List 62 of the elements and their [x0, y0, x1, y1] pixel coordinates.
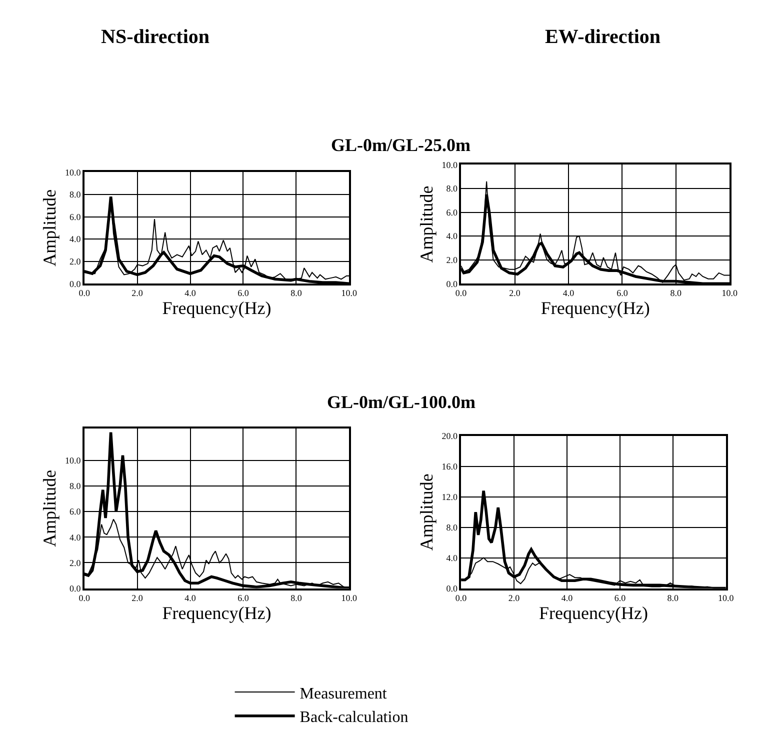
x-tick-label: 4.0 [561, 592, 574, 603]
x-tick-label: 6.0 [238, 592, 250, 603]
x-tick-label: 0.0 [78, 288, 90, 298]
y-tick-label: 12.0 [442, 492, 458, 502]
y-tick-label: 10.0 [65, 167, 82, 178]
y-tick-label: 8.0 [446, 184, 458, 194]
x-axis-title: Frequency(Hz) [162, 298, 272, 318]
x-tick-label: 6.0 [238, 288, 250, 298]
x-axis-title: Frequency(Hz) [539, 602, 648, 623]
y-tick-label: 4.0 [446, 552, 458, 563]
y-tick-label: 16.0 [442, 462, 458, 472]
legend-label: Back-calculation [300, 709, 408, 726]
y-tick-label: 6.0 [70, 212, 82, 222]
x-tick-label: 6.0 [616, 288, 628, 298]
y-tick-label: 6.0 [70, 506, 82, 517]
x-tick-label: 10.0 [341, 592, 358, 603]
x-tick-label: 10.0 [722, 288, 738, 298]
y-tick-label: 0.0 [70, 583, 82, 594]
x-tick-label: 8.0 [670, 288, 682, 298]
y-tick-label: 10.0 [442, 160, 458, 170]
y-axis-title: Amplitude [40, 470, 60, 547]
y-tick-label: 8.0 [70, 481, 82, 492]
y-tick-label: 4.0 [70, 234, 82, 244]
y-tick-label: 0.0 [70, 278, 82, 289]
x-tick-label: 0.0 [455, 288, 468, 298]
y-axis-title: Amplitude [40, 189, 60, 266]
y-tick-label: 0.0 [446, 278, 458, 289]
x-tick-label: 8.0 [667, 592, 680, 603]
x-tick-label: 4.0 [184, 288, 196, 298]
text: NS-direction [101, 26, 210, 48]
x-tick-label: 0.0 [455, 592, 468, 603]
y-tick-label: 2.0 [446, 254, 458, 265]
x-tick-label: 4.0 [562, 288, 575, 298]
x-axis-title: Frequency(Hz) [540, 298, 650, 318]
text: GL-0m/GL-25.0m [331, 135, 470, 155]
x-axis-title: Frequency(Hz) [162, 602, 272, 623]
y-tick-label: 4.0 [446, 231, 458, 242]
legend-label: Measurement [300, 685, 388, 702]
x-tick-label: 2.0 [132, 288, 144, 298]
y-tick-label: 20.0 [442, 431, 458, 442]
y-axis-title: Amplitude [416, 186, 436, 263]
x-tick-label: 0.0 [78, 592, 90, 603]
text: GL-0m/GL-100.0m [327, 392, 476, 412]
y-axis-title: Amplitude [416, 474, 436, 551]
x-tick-label: 10.0 [341, 288, 358, 298]
x-tick-label: 8.0 [290, 592, 302, 603]
x-tick-label: 8.0 [290, 288, 302, 298]
x-tick-label: 2.0 [132, 592, 144, 603]
y-tick-label: 2.0 [70, 256, 82, 266]
x-tick-label: 4.0 [184, 592, 196, 603]
x-tick-label: 10.0 [718, 592, 734, 603]
y-tick-label: 0.0 [446, 583, 458, 594]
y-tick-label: 8.0 [446, 522, 458, 532]
x-tick-label: 2.0 [508, 592, 520, 603]
y-tick-label: 8.0 [70, 190, 82, 200]
y-tick-label: 2.0 [70, 558, 82, 568]
text: EW-direction [545, 26, 661, 48]
y-tick-label: 10.0 [65, 456, 82, 466]
x-tick-label: 6.0 [614, 592, 626, 603]
y-tick-label: 6.0 [446, 207, 458, 218]
x-tick-label: 2.0 [509, 288, 521, 298]
y-tick-label: 4.0 [70, 532, 82, 542]
